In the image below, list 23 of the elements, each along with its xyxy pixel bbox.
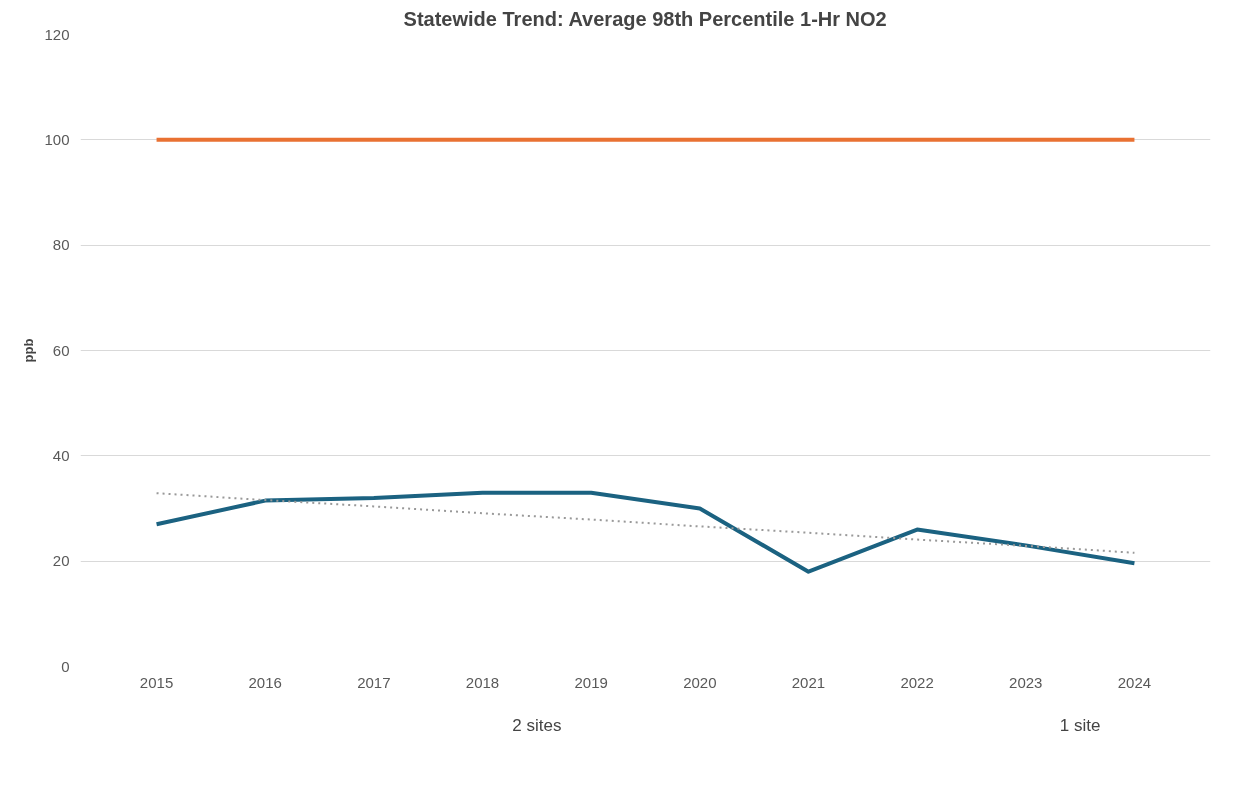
x-tick-label: 2015: [139, 673, 174, 691]
x-tick-label: 2023: [1009, 673, 1043, 691]
y-tick-label: 80: [52, 236, 70, 254]
x-tick-label: 2021: [791, 673, 826, 691]
line-series: [155, 492, 1136, 554]
text: 2 sites: [512, 716, 562, 735]
chart-title: Statewide Trend: Average 98th Percentile 1-Hr NO2: [403, 7, 887, 30]
x-tick-label: 2017: [357, 673, 391, 691]
y-tick-label: 20: [52, 552, 70, 570]
x-tick-label: 2020: [683, 673, 717, 691]
y-tick-label: 120: [44, 25, 70, 43]
y-tick-label: 40: [52, 446, 70, 464]
text: 1 site: [1059, 716, 1101, 735]
line-series: [154, 490, 1137, 574]
y-axis-title: ppb: [21, 338, 37, 363]
y-tick-label: 100: [44, 130, 70, 148]
x-tick-label: 2019: [574, 673, 608, 691]
x-tick-label: 2024: [1117, 673, 1152, 691]
x-tick-label: 2022: [900, 673, 934, 691]
x-tick-label: 2016: [248, 673, 282, 691]
x-tick-label: 2018: [465, 673, 500, 691]
y-tick-label: 60: [52, 341, 70, 359]
y-tick-label: 0: [61, 657, 70, 675]
